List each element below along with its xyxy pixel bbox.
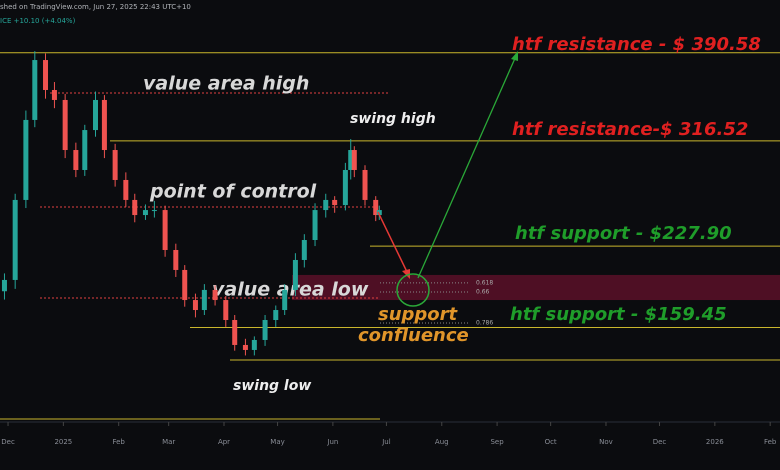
x-tick-label: Dec [1,438,15,446]
level-label: htf resistance-$ 316.52 [512,119,748,140]
red-arrow [377,211,409,275]
candle-body [92,99,98,131]
fib-label: 0.786 [476,319,493,326]
x-tick-label: Feb [764,438,777,446]
x-tick-label: 2026 [706,438,724,446]
candle-body [162,210,168,250]
candle-body [273,310,279,321]
x-tick-label: Oct [545,438,557,446]
candle-body [173,249,179,270]
candle-body [282,289,288,311]
candle-body [43,60,49,90]
swing-label: swing low [233,378,311,394]
candle-body [151,210,157,212]
confluence-label: confluence [358,325,469,346]
candle-body [101,99,107,151]
candle-body [332,199,338,206]
candle-body [362,169,368,200]
red-arrowhead [402,269,410,279]
level-label: htf support - $227.90 [515,223,732,244]
candle-body [123,179,129,200]
candle-body [12,199,18,280]
candle-body [348,150,354,170]
candle-body [223,300,229,321]
candle-body [376,210,382,216]
annotation-label: value area low [212,279,369,301]
fib-label: 0.618 [476,279,493,286]
x-tick-label: 2025 [54,438,72,446]
candle-body [312,210,318,241]
candle-body [23,119,29,200]
candle-body [292,259,298,290]
candle-body [142,210,148,216]
x-tick-label: Mar [162,438,175,446]
candle-body [232,320,238,345]
level-label: htf support - $159.45 [510,304,727,325]
candle-body [301,240,307,260]
candle-body [112,150,118,180]
annotation-label: point of control [149,181,317,203]
annotation-label: value area high [143,73,309,95]
candle-body [32,60,38,120]
candle-body [342,169,348,206]
candle-body [62,99,68,151]
candle-body [201,289,207,311]
x-tick-label: Aug [435,438,449,446]
confluence-circle [396,273,430,307]
candle-body [251,339,257,350]
candle-body [212,289,218,301]
x-tick-label: May [270,438,284,446]
candle-body [262,320,268,340]
candle-body [51,89,57,100]
candle-body [192,300,198,311]
x-tick-label: Jun [326,438,338,446]
candle-body [351,150,357,170]
x-tick-label: Nov [599,438,613,446]
candle-body [242,344,248,350]
support-zone [292,274,780,301]
price-change: ICE +10.10 (+4.04%) [0,17,76,25]
confluence-label: support [378,304,459,325]
swing-label: swing high [350,111,436,127]
x-tick-label: Apr [218,438,230,446]
fib-label: 0.66 [476,288,490,295]
green-arrow [417,55,517,279]
x-tick-label: Feb [112,438,125,446]
x-tick-label: Dec [653,438,667,446]
candle-body [1,279,7,292]
candle-body [82,130,88,170]
x-tick-label: Sep [490,438,504,446]
x-tick-label: Jul [381,438,391,446]
published-note: shed on TradingView.com, Jun 27, 2025 22… [0,3,191,11]
candle-body [373,199,379,216]
level-label: htf resistance - $ 390.58 [512,34,761,55]
green-arrowhead [511,51,518,61]
candle-body [182,269,188,301]
candle-body [73,150,79,170]
candle-body [323,199,329,211]
candle-body [132,199,138,216]
